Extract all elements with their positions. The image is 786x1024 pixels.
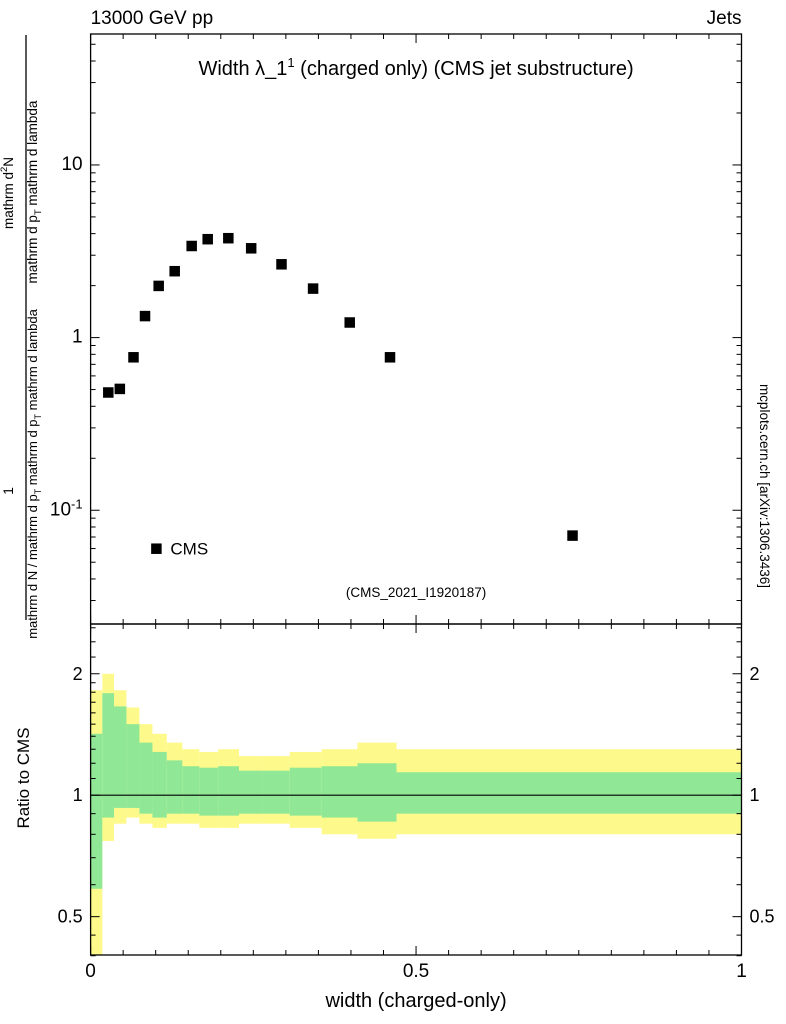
svg-text:0.5: 0.5 [403,961,429,982]
svg-text:13000 GeV pp: 13000 GeV pp [91,8,214,29]
svg-text:width (charged-only): width (charged-only) [324,990,506,1012]
svg-text:(CMS_2021_I1920187): (CMS_2021_I1920187) [346,585,486,600]
svg-text:0.5: 0.5 [58,907,83,927]
svg-text:1: 1 [73,785,83,805]
svg-text:1: 1 [750,785,760,805]
svg-text:1: 1 [72,327,83,348]
svg-text:10: 10 [61,154,82,175]
svg-text:Ratio to CMS: Ratio to CMS [14,727,33,828]
svg-text:CMS: CMS [170,540,208,559]
svg-text:2: 2 [73,664,83,684]
svg-text:Width λ_11 (charged only) (CMS: Width λ_11 (charged only) (CMS jet subst… [198,55,633,80]
svg-text:1: 1 [736,961,747,982]
svg-text:mcplots.cern.ch [arXiv:1306.34: mcplots.cern.ch [arXiv:1306.3436] [757,384,772,588]
svg-text:Jets: Jets [707,8,742,29]
svg-text:0.5: 0.5 [750,907,775,927]
svg-text:0: 0 [85,961,96,982]
svg-text:1: 1 [0,487,16,495]
svg-text:2: 2 [750,664,760,684]
